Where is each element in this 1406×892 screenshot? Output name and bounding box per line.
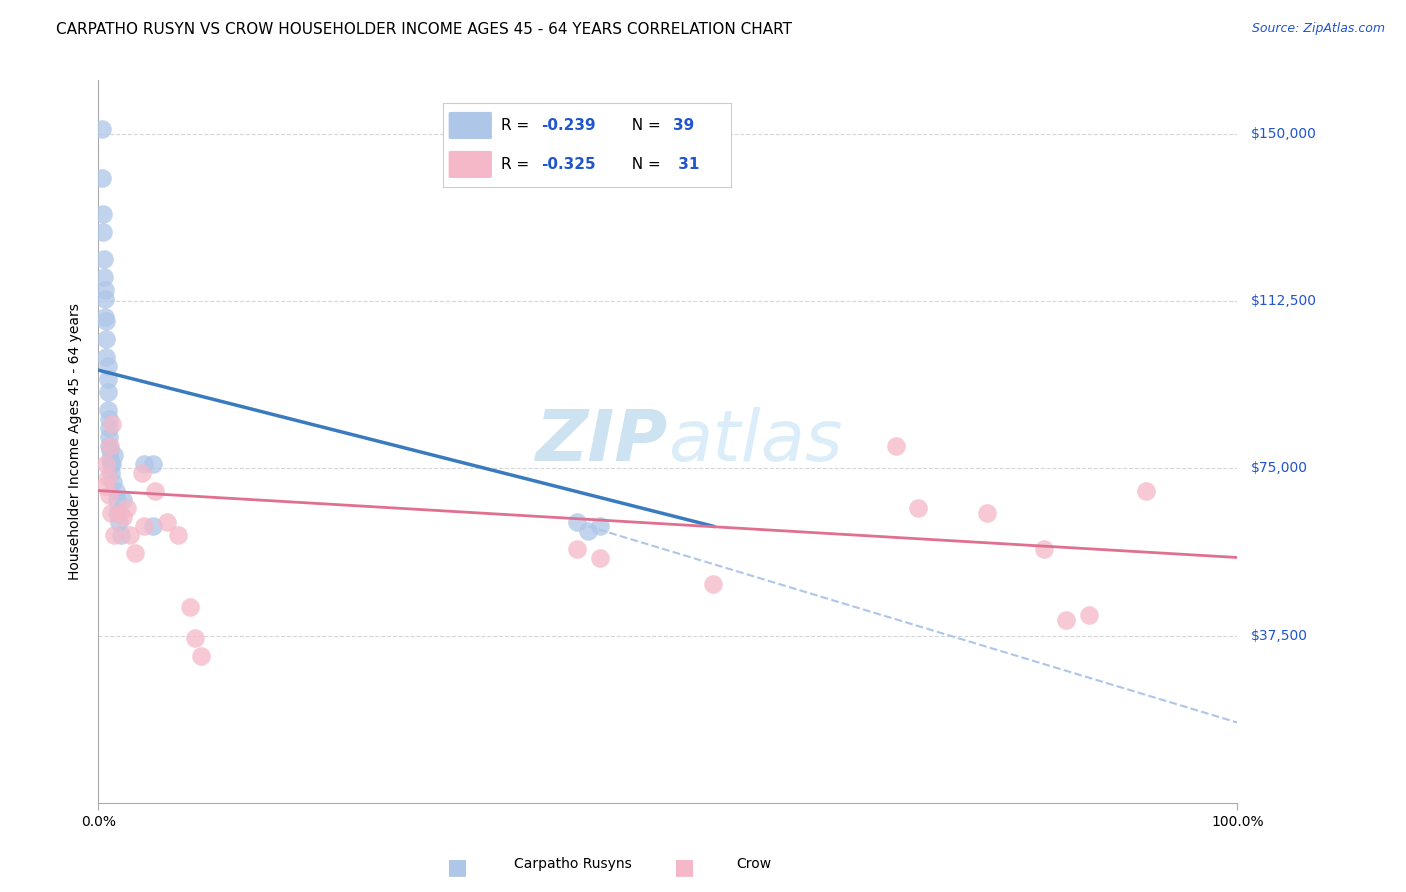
Y-axis label: Householder Income Ages 45 - 64 years: Householder Income Ages 45 - 64 years xyxy=(69,303,83,580)
Point xyxy=(97,412,120,426)
Point xyxy=(112,510,135,524)
Point xyxy=(93,252,115,266)
Point xyxy=(702,577,724,591)
Point xyxy=(103,475,125,489)
Point xyxy=(101,417,124,431)
Point xyxy=(98,443,121,458)
Point xyxy=(94,292,117,306)
Text: N =: N = xyxy=(621,157,665,172)
Text: N =: N = xyxy=(621,118,665,133)
Point xyxy=(124,546,146,560)
Point xyxy=(156,515,179,529)
Point xyxy=(96,372,118,386)
Point xyxy=(1032,541,1054,556)
Text: $150,000: $150,000 xyxy=(1251,127,1317,141)
Point xyxy=(98,439,121,453)
Point xyxy=(105,492,128,507)
Point xyxy=(105,506,128,520)
Point xyxy=(97,488,120,502)
Point xyxy=(1054,613,1078,627)
Point xyxy=(91,225,114,239)
Point xyxy=(103,528,125,542)
Point xyxy=(588,550,610,565)
Text: 39: 39 xyxy=(673,118,695,133)
Point xyxy=(94,310,117,324)
Point xyxy=(90,171,112,186)
Point xyxy=(96,470,118,484)
Text: $37,500: $37,500 xyxy=(1251,629,1308,642)
Point xyxy=(97,439,120,453)
Point xyxy=(907,501,929,516)
Point xyxy=(142,519,165,533)
Point xyxy=(101,457,124,471)
Point xyxy=(94,479,117,493)
Point xyxy=(96,457,118,471)
Point xyxy=(132,457,155,471)
Point xyxy=(145,483,167,498)
Text: -0.239: -0.239 xyxy=(541,118,596,133)
Point xyxy=(167,528,190,542)
Text: CARPATHO RUSYN VS CROW HOUSEHOLDER INCOME AGES 45 - 64 YEARS CORRELATION CHART: CARPATHO RUSYN VS CROW HOUSEHOLDER INCOM… xyxy=(56,22,792,37)
Point xyxy=(112,492,135,507)
Point xyxy=(884,439,907,453)
Point xyxy=(96,385,118,400)
Point xyxy=(1135,483,1157,498)
Point xyxy=(100,506,122,520)
Point xyxy=(184,631,207,645)
Point xyxy=(565,541,588,556)
Point xyxy=(90,122,112,136)
Text: Crow: Crow xyxy=(737,857,772,871)
Point xyxy=(97,430,120,444)
Point xyxy=(97,421,120,435)
Point xyxy=(103,448,125,462)
Point xyxy=(108,515,131,529)
Point xyxy=(96,359,118,373)
Point xyxy=(91,207,114,221)
Point xyxy=(98,452,121,467)
Text: $112,500: $112,500 xyxy=(1251,294,1317,308)
Point xyxy=(115,501,138,516)
Point xyxy=(565,515,588,529)
Point xyxy=(104,483,127,498)
Point xyxy=(100,457,122,471)
Point xyxy=(179,599,201,614)
Point xyxy=(100,466,122,480)
Text: R =: R = xyxy=(501,157,534,172)
Point xyxy=(94,283,117,297)
Text: ■: ■ xyxy=(675,857,696,877)
FancyBboxPatch shape xyxy=(449,112,492,139)
Point xyxy=(96,403,118,417)
Point xyxy=(976,506,998,520)
Point xyxy=(132,519,155,533)
Point xyxy=(131,466,153,480)
Text: atlas: atlas xyxy=(668,407,842,476)
Text: R =: R = xyxy=(501,118,534,133)
Text: Carpatho Rusyns: Carpatho Rusyns xyxy=(515,857,631,871)
Point xyxy=(93,269,115,284)
Point xyxy=(1078,608,1101,623)
Point xyxy=(108,506,131,520)
Point xyxy=(96,314,118,328)
Text: ZIP: ZIP xyxy=(536,407,668,476)
Text: $75,000: $75,000 xyxy=(1251,461,1308,475)
Point xyxy=(96,350,118,364)
Point xyxy=(120,528,142,542)
FancyBboxPatch shape xyxy=(449,151,492,178)
Point xyxy=(110,528,132,542)
Point xyxy=(588,519,610,533)
Point xyxy=(96,332,118,346)
Text: ■: ■ xyxy=(447,857,468,877)
Point xyxy=(142,457,165,471)
Text: 31: 31 xyxy=(673,157,700,172)
Point xyxy=(190,648,212,663)
Text: -0.325: -0.325 xyxy=(541,157,596,172)
Point xyxy=(576,524,599,538)
Text: Source: ZipAtlas.com: Source: ZipAtlas.com xyxy=(1251,22,1385,36)
